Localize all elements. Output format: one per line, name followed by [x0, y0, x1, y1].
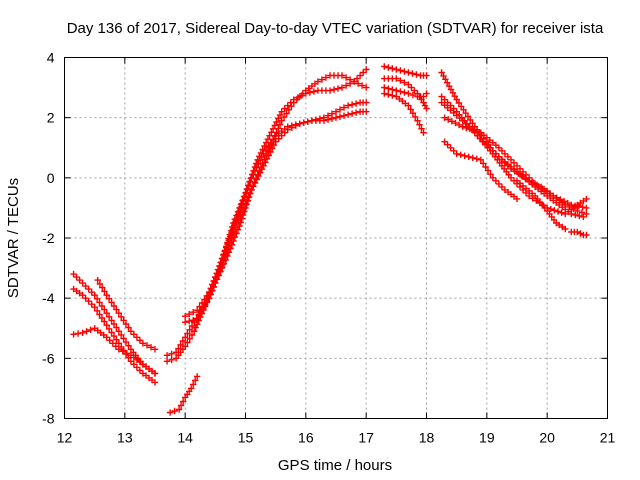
data-series [70, 270, 159, 377]
y-tick-label: 0 [47, 170, 55, 186]
plot-area [70, 63, 590, 416]
data-point-markers [94, 276, 159, 353]
data-point-markers [381, 63, 430, 79]
data-series [381, 84, 430, 100]
x-tick-label: 18 [419, 430, 435, 446]
data-series [568, 228, 590, 239]
y-tick-label: 2 [47, 110, 55, 126]
data-point-markers [513, 177, 569, 233]
axis-ticks: 12 13 14 15 16 17 18 19 20 21 -8 -6 -4 -2 0 2 4 [42, 50, 615, 446]
x-tick-label: 19 [479, 430, 495, 446]
data-point-markers [381, 84, 430, 100]
plot-frame [64, 57, 608, 419]
data-series [94, 276, 159, 353]
data-point-markers [381, 90, 427, 136]
x-tick-label: 13 [117, 430, 133, 446]
y-tick-label: -6 [42, 350, 55, 366]
data-series [513, 177, 569, 233]
y-tick-label: -2 [42, 230, 55, 246]
chart-title: Day 136 of 2017, Sidereal Day-to-day VTE… [67, 20, 604, 37]
x-axis-label: GPS time / hours [278, 457, 392, 474]
x-tick-label: 14 [177, 430, 193, 446]
data-point-markers [70, 270, 159, 377]
y-tick-label: 4 [47, 50, 55, 66]
data-series [438, 99, 587, 221]
y-tick-label: -8 [42, 411, 55, 427]
data-point-markers [166, 373, 201, 416]
y-axis-label: SDTVAR / TECUs [5, 178, 22, 298]
data-series [441, 138, 521, 203]
data-point-markers [441, 138, 521, 203]
data-series [182, 72, 370, 326]
data-point-markers [182, 72, 370, 326]
data-point-markers [182, 66, 370, 320]
x-tick-label: 20 [539, 430, 555, 446]
data-series [381, 90, 427, 136]
data-point-markers [568, 228, 590, 239]
data-series [70, 285, 159, 386]
x-tick-label: 17 [358, 430, 374, 446]
x-tick-label: 16 [298, 430, 314, 446]
data-point-markers [70, 285, 159, 386]
data-point-markers [438, 99, 587, 221]
x-tick-label: 15 [238, 430, 254, 446]
data-series [166, 373, 201, 416]
data-series [182, 66, 370, 320]
x-tick-label: 21 [600, 430, 616, 446]
x-tick-label: 12 [57, 430, 73, 446]
data-series [381, 63, 430, 79]
y-tick-label: -4 [42, 290, 55, 306]
